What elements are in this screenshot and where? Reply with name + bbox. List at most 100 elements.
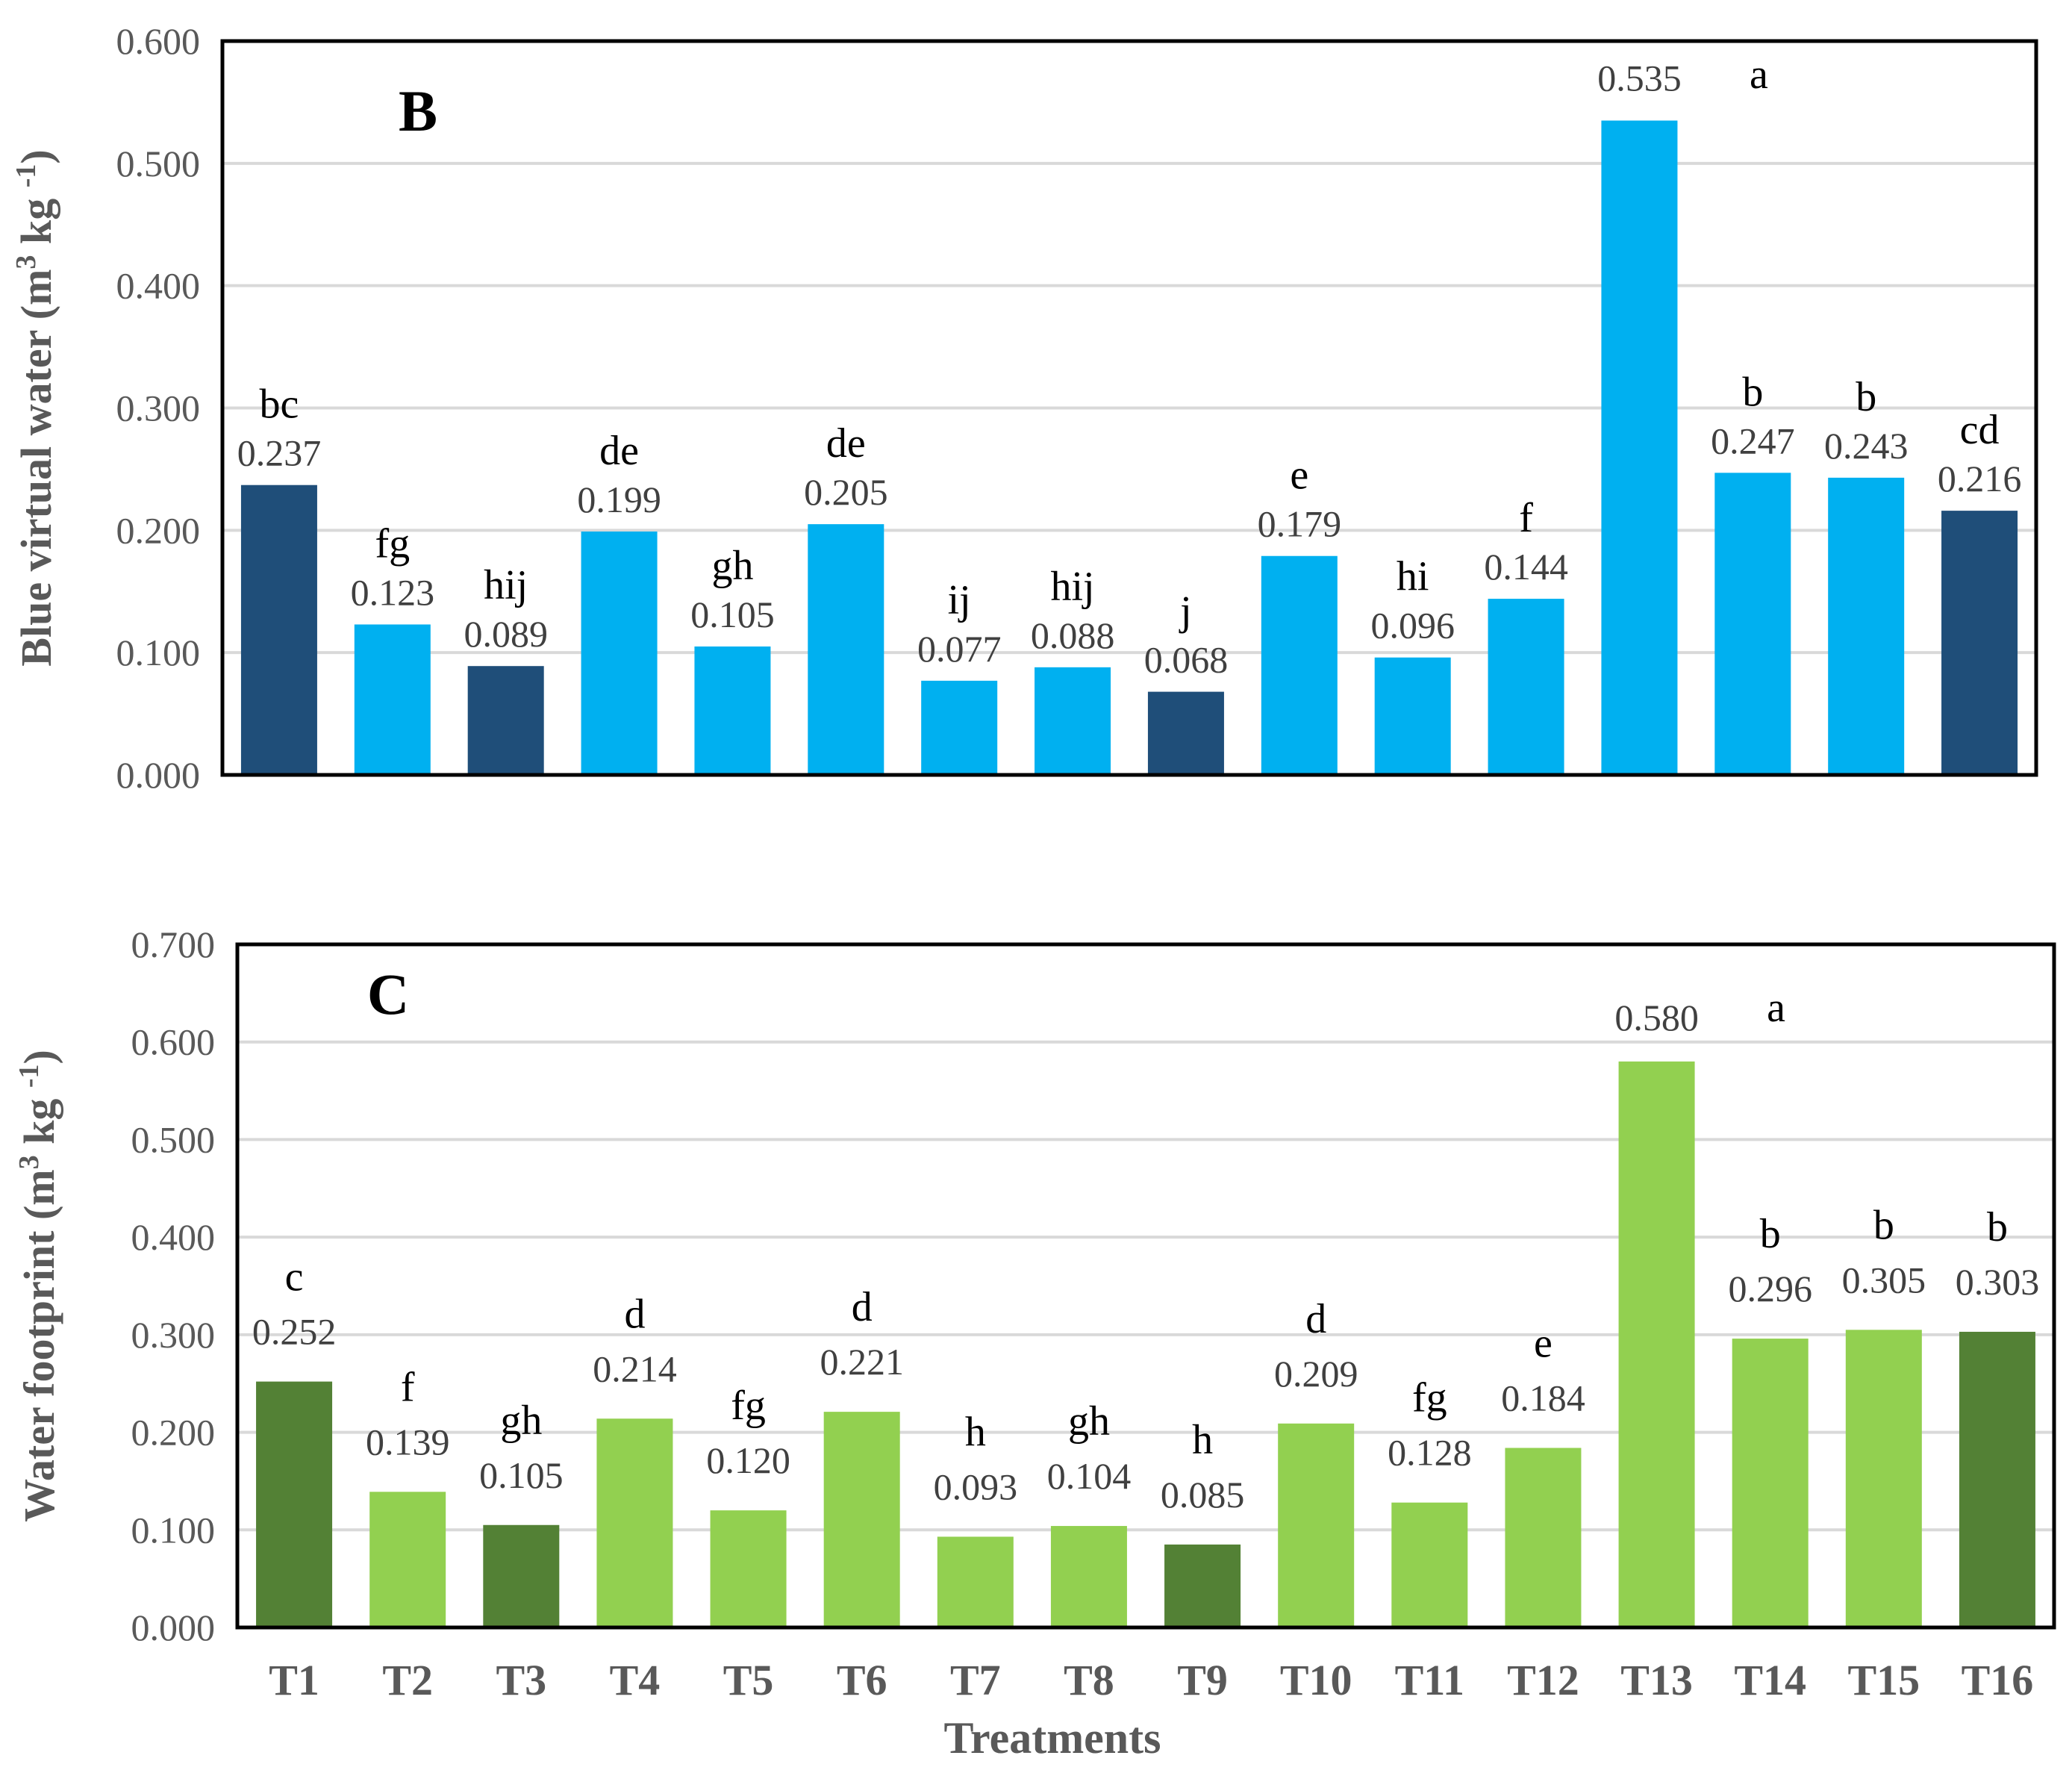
y-tick-label-b: 0.500 [116,143,201,184]
x-tick-label: T8 [1064,1656,1114,1704]
significance-letter-b: e [1290,452,1308,499]
significance-letter-c: b [1760,1211,1781,1257]
chart-panel-b: 0.000 0.100 0.200 0.300 0.400 0.500 0.600 0.237… [10,20,2038,796]
data-label-c: 0.093 [934,1465,1018,1507]
significance-letter-b: hi [1397,554,1429,600]
x-tick-label: T3 [496,1656,546,1704]
data-label-c: 0.085 [1161,1474,1245,1515]
data-label-c: 0.580 [1614,997,1699,1038]
significance-letter-c: a [1767,985,1785,1031]
chart-panel-c: 0.000 0.100 0.200 0.300 0.400 0.500 0.600 0.700… [13,923,2056,1763]
panel-label-b: B [399,78,437,143]
bar-b-T6 [808,524,884,775]
data-label-c: 0.104 [1047,1455,1132,1497]
y-axis-label-part: -1 [10,164,42,188]
x-tick-label: T16 [1962,1656,2034,1704]
bar-b-T15 [1828,477,1905,775]
data-label-c: 0.105 [479,1454,564,1496]
bar-c-T10 [1278,1423,1355,1627]
bar-c-T16 [1959,1331,2035,1627]
significance-letter-b: hij [1051,564,1095,610]
y-axis-label-part: Water footprint (m [15,1169,63,1522]
y-axis-label-part: kg [15,1088,63,1155]
significance-letter-c: gh [1068,1398,1110,1445]
data-label-b: 0.237 [237,432,322,474]
y-tick-label-b: 0.300 [116,387,201,429]
y-tick-label-c: 0.400 [131,1216,216,1258]
bar-c-T5 [710,1510,787,1627]
bar-b-T11 [1374,657,1451,775]
data-label-c: 0.252 [252,1311,337,1353]
significance-letter-b: ij [948,577,971,623]
bar-b-T16 [1941,511,2018,775]
y-tick-label-b: 0.000 [116,754,201,796]
data-label-b: 0.096 [1370,605,1455,647]
data-label-c: 0.221 [820,1341,904,1383]
data-label-b: 0.077 [917,628,1002,670]
significance-letter-c: b [1987,1204,2008,1250]
y-tick-label-b: 0.400 [116,265,201,307]
bar-c-T9 [1164,1544,1241,1627]
data-label-b: 0.243 [1824,425,1909,467]
y-tick-label-b: 0.100 [116,632,201,673]
bar-c-T11 [1391,1502,1468,1627]
x-tick-label: T11 [1395,1656,1465,1704]
significance-letter-b: bc [260,381,299,428]
data-label-c: 0.214 [593,1348,677,1389]
significance-letter-c: fg [731,1383,766,1429]
data-label-c: 0.139 [366,1421,450,1462]
significance-letter-b: b [1856,374,1876,420]
y-tick-label-c: 0.700 [131,923,216,965]
data-label-b: 0.199 [577,479,661,520]
bar-c-T2 [369,1492,446,1627]
y-axis-label-part: ) [12,149,60,163]
y-tick-label-c: 0.000 [131,1607,216,1648]
x-tick-label: T7 [950,1656,1001,1704]
significance-letter-b: gh [711,543,753,589]
bar-b-T5 [694,646,771,775]
x-tick-label: T14 [1734,1656,1806,1704]
data-label-c: 0.120 [706,1439,790,1481]
bar-c-T12 [1505,1448,1582,1627]
data-label-c: 0.296 [1728,1268,1812,1309]
bar-c-T15 [1845,1330,1922,1627]
significance-letter-b: fg [375,520,410,567]
data-label-b: 0.144 [1484,546,1568,588]
bar-b-T14 [1714,473,1791,775]
bar-c-T8 [1050,1526,1127,1627]
y-tick-label-c: 0.600 [131,1021,216,1063]
y-axis-label-part: ) [15,1050,63,1064]
x-tick-label: T1 [269,1656,319,1704]
bar-b-T8 [1035,667,1111,775]
data-label-c: 0.303 [1956,1261,2040,1303]
significance-letter-b: b [1742,369,1763,415]
significance-letter-b: a [1750,52,1768,98]
bar-b-T4 [581,531,658,775]
bar-c-T14 [1732,1339,1809,1627]
bar-b-T2 [354,624,431,775]
bar-b-T9 [1147,691,1224,775]
y-axis-label-part: -1 [13,1064,45,1088]
data-label-b: 0.089 [464,613,548,655]
y-tick-label-c: 0.100 [131,1509,216,1551]
significance-letter-c: gh [500,1398,542,1444]
plot-frame-b [220,39,2038,777]
bar-c-T7 [937,1536,1014,1627]
y-axis-label-part: 3 [10,255,42,270]
data-label-b: 0.216 [1938,458,2022,499]
data-label-c: 0.305 [1842,1259,1926,1300]
bar-b-T1 [240,485,317,775]
data-label-b: 0.247 [1711,420,1795,461]
y-tick-label-b: 0.600 [116,20,201,62]
x-tick-label: T9 [1177,1656,1228,1704]
data-label-b: 0.068 [1144,639,1229,681]
significance-letter-c: h [965,1409,986,1455]
significance-letter-c: e [1534,1320,1553,1366]
y-axis-label-b: Blue virtual water (m3 kg -1) [10,149,60,666]
data-label-c: 0.128 [1388,1432,1472,1474]
x-tick-label: T12 [1507,1656,1579,1704]
data-label-b: 0.105 [690,594,775,635]
bar-b-T12 [1488,599,1564,775]
bar-b-T7 [921,680,998,775]
